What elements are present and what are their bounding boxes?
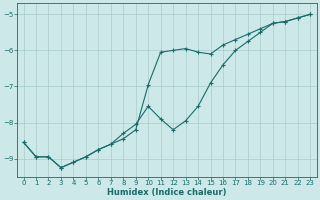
X-axis label: Humidex (Indice chaleur): Humidex (Indice chaleur) bbox=[107, 188, 227, 197]
